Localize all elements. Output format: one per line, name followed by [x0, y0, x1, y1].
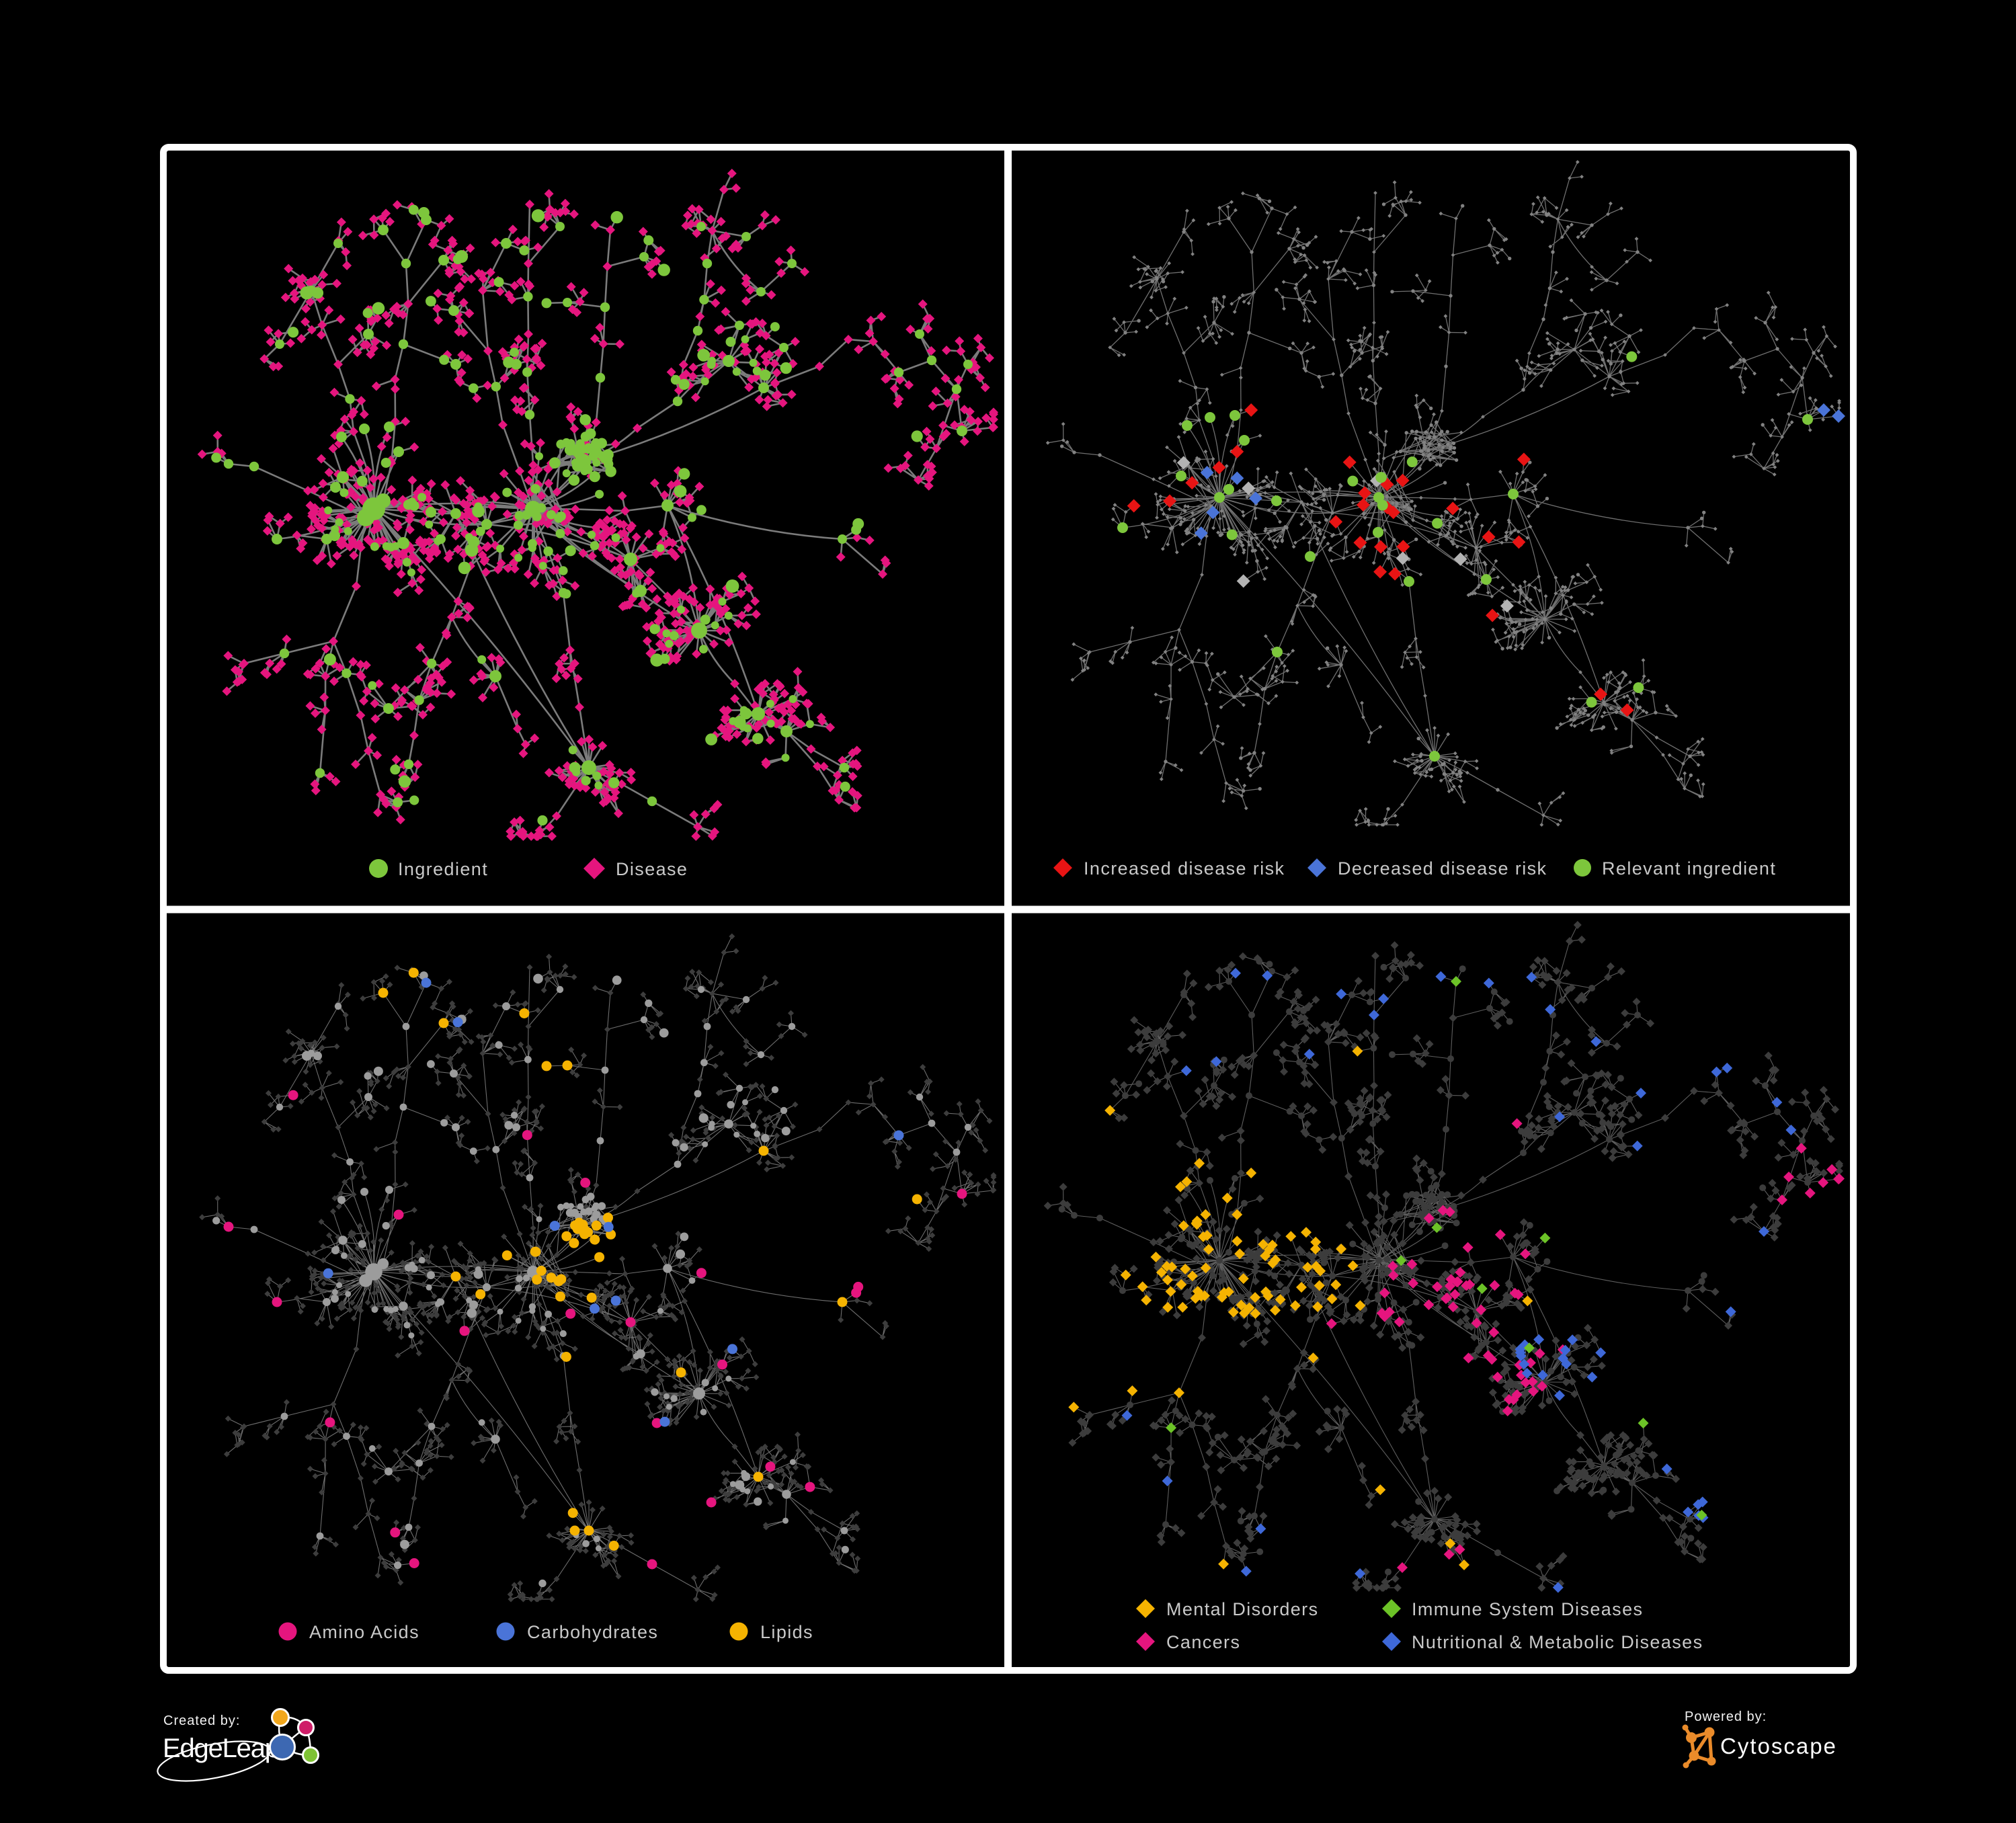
svg-text:Ingredient: Ingredient	[398, 859, 488, 879]
svg-text:Cancers: Cancers	[1166, 1632, 1240, 1652]
svg-text:Created by:: Created by:	[163, 1713, 240, 1728]
svg-text:EdgeLeap: EdgeLeap	[163, 1734, 279, 1763]
svg-text:Nutritional & Metabolic Diseas: Nutritional & Metabolic Diseases	[1412, 1632, 1703, 1652]
svg-text:Cytoscape: Cytoscape	[1720, 1734, 1837, 1758]
svg-text:Decreased disease risk: Decreased disease risk	[1338, 858, 1547, 879]
svg-text:Mental Disorders: Mental Disorders	[1166, 1599, 1318, 1619]
svg-text:Disease: Disease	[616, 859, 688, 879]
svg-text:Powered by:: Powered by:	[1685, 1709, 1767, 1724]
svg-text:Amino Acids: Amino Acids	[309, 1622, 419, 1642]
svg-text:Lipids: Lipids	[760, 1622, 813, 1642]
svg-text:Carbohydrates: Carbohydrates	[527, 1622, 658, 1642]
svg-text:Relevant ingredient: Relevant ingredient	[1602, 858, 1776, 879]
svg-text:Immune System Diseases: Immune System Diseases	[1412, 1599, 1643, 1619]
svg-text:Increased disease risk: Increased disease risk	[1084, 858, 1285, 879]
